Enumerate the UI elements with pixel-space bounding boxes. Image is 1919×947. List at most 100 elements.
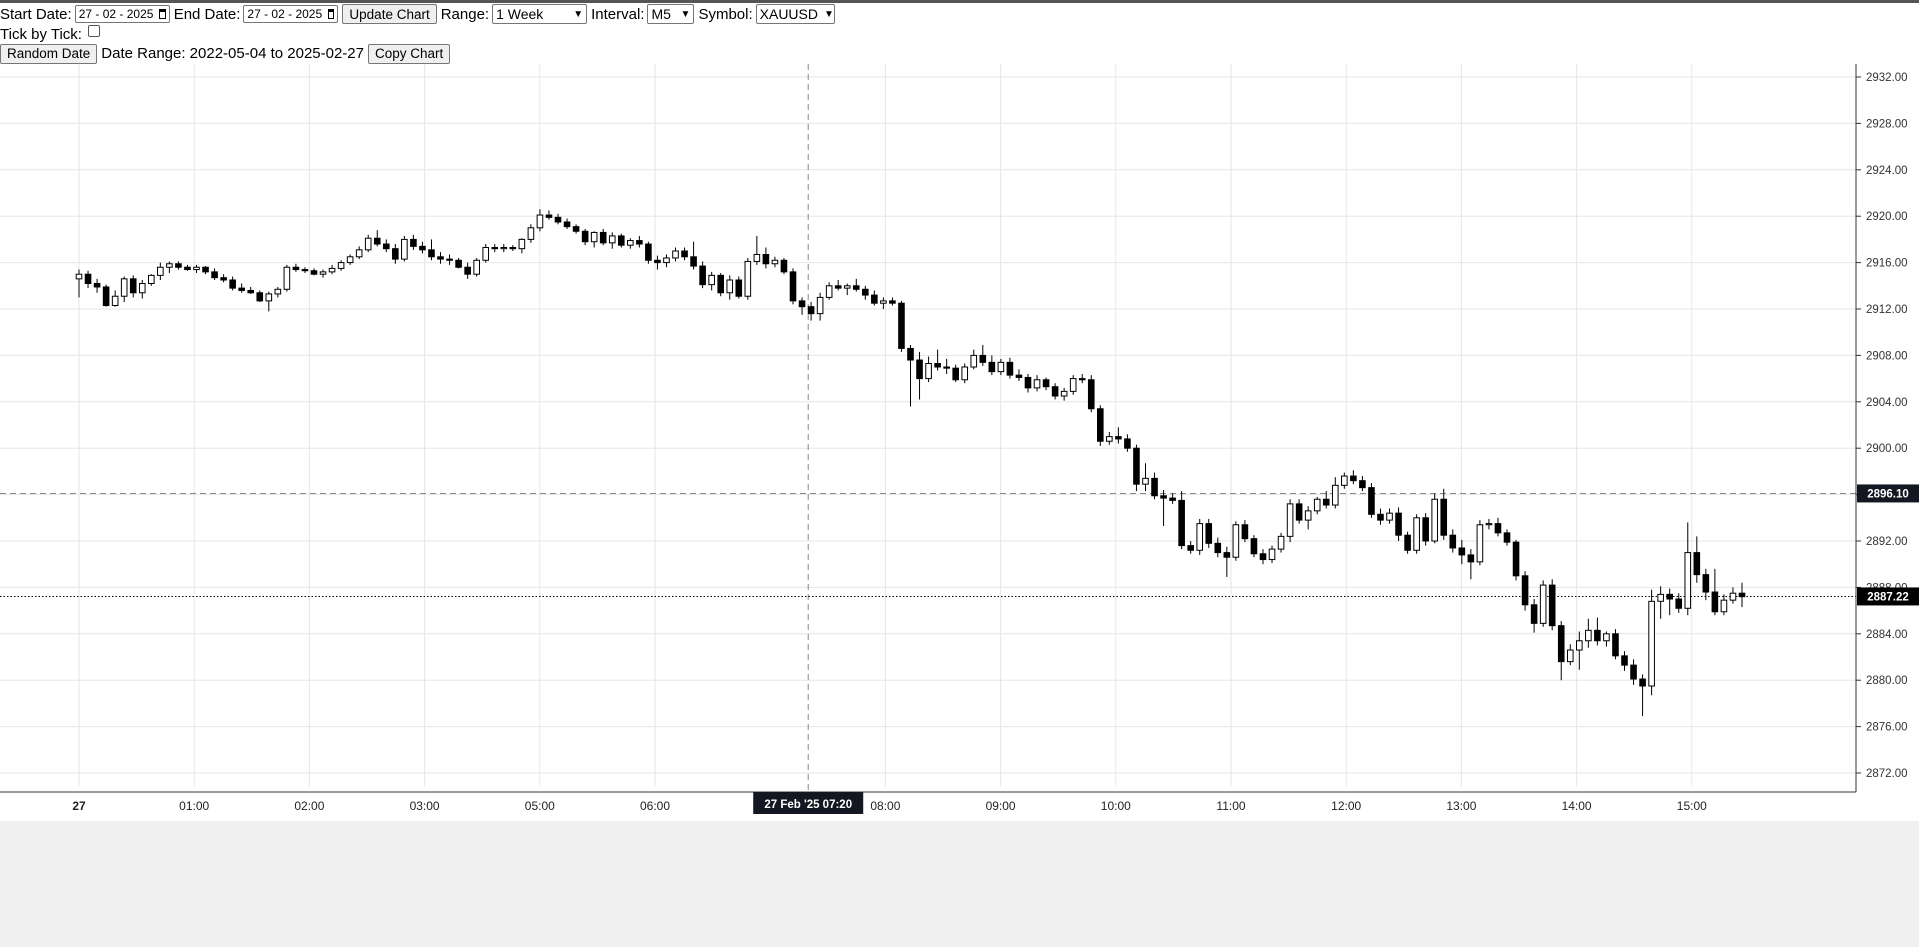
candle-body xyxy=(1503,532,1511,543)
candle-bearish xyxy=(175,261,182,270)
candle-body xyxy=(599,231,607,244)
candle-bullish xyxy=(274,286,282,298)
x-tick-label: 11:00 xyxy=(1216,799,1245,813)
candle-body xyxy=(943,366,950,369)
candle-bearish xyxy=(636,235,643,248)
candle-bearish xyxy=(717,273,725,297)
candle-bearish xyxy=(1548,579,1556,631)
interval-select[interactable]: M5 ▼ xyxy=(647,4,695,24)
candle-body xyxy=(482,247,490,261)
candle-body xyxy=(1738,592,1746,598)
chevron-down-icon: ▼ xyxy=(680,8,691,20)
candle-body xyxy=(608,235,616,244)
candle-body xyxy=(1205,523,1213,544)
candle-body xyxy=(437,256,444,260)
y-tick-label: 2884.00 xyxy=(1866,629,1908,641)
y-tick-label: 2904.00 xyxy=(1866,397,1908,409)
candle-body xyxy=(880,300,887,304)
candle-body xyxy=(753,253,761,262)
candle-bullish xyxy=(726,275,734,300)
candle-bearish xyxy=(428,239,435,261)
candle-body xyxy=(590,231,598,243)
candle-body xyxy=(1078,378,1086,381)
candle-bearish xyxy=(1630,659,1637,685)
x-tick-label: 06:00 xyxy=(640,799,670,813)
candle-bearish xyxy=(907,344,914,407)
x-tick-label: 05:00 xyxy=(525,799,555,813)
candle-bearish xyxy=(1621,651,1628,671)
candle-body xyxy=(1630,664,1637,680)
y-tick-label: 2876.00 xyxy=(1866,722,1908,734)
candle-body xyxy=(1286,503,1294,537)
candle-body xyxy=(265,293,273,302)
copy-chart-button[interactable]: Copy Chart xyxy=(368,43,451,64)
candle-body xyxy=(699,265,706,286)
candle-bearish xyxy=(1675,593,1683,613)
candle-body xyxy=(545,214,553,218)
candle-bearish xyxy=(310,268,318,276)
candle-bearish xyxy=(1042,377,1050,391)
x-tick-label: 01:00 xyxy=(179,799,209,813)
last-price-label-bg xyxy=(1857,587,1919,606)
end-date-label: End Date: xyxy=(173,5,241,23)
candle-body xyxy=(572,226,580,232)
candle-body xyxy=(708,274,715,286)
candle-body xyxy=(1494,523,1502,534)
candle-body xyxy=(1223,552,1231,558)
candle-bearish xyxy=(572,224,580,234)
candle-bearish xyxy=(1015,369,1023,381)
end-date-input[interactable]: 27 - 02 - 2025 xyxy=(243,5,339,23)
y-tick-label: 2916.00 xyxy=(1866,258,1908,270)
symbol-select[interactable]: XAUUSD ▼ xyxy=(755,4,835,24)
random-date-button[interactable]: Random Date xyxy=(0,43,98,64)
candle-body xyxy=(1350,475,1357,482)
candle-bearish xyxy=(1124,434,1131,452)
candle-bullish xyxy=(337,260,345,271)
candle-bearish xyxy=(934,349,941,371)
tick-by-tick-checkbox[interactable] xyxy=(87,25,100,37)
candle-body xyxy=(1404,534,1411,551)
candle-body xyxy=(120,278,128,297)
candle-body xyxy=(789,271,797,302)
candle-body xyxy=(744,260,752,297)
candle-bearish xyxy=(1440,488,1448,540)
candle-body xyxy=(934,363,941,368)
candle-bearish xyxy=(292,263,300,272)
candle-bearish xyxy=(1521,571,1529,611)
chart-canvas[interactable]: 2932.00 2928.00 2924.00 2920.00 2916.00 2912.… xyxy=(0,64,1919,821)
candle-body xyxy=(654,259,661,264)
crosshair-layer xyxy=(0,64,1856,792)
candle-body xyxy=(1304,510,1312,521)
candle-body xyxy=(1060,390,1068,397)
candle-bullish xyxy=(1331,477,1339,509)
update-chart-button[interactable]: Update Chart xyxy=(342,4,437,24)
range-select[interactable]: 1 Week ▼ xyxy=(492,4,588,24)
candle-bearish xyxy=(1259,549,1267,565)
candle-bearish xyxy=(1395,507,1402,541)
candle-body xyxy=(1603,633,1610,642)
candle-bearish xyxy=(1087,375,1095,413)
candle-body xyxy=(916,359,923,380)
candle-bearish xyxy=(1250,535,1258,558)
candle-bullish xyxy=(627,238,634,249)
candle-body xyxy=(672,250,679,259)
candle-bullish xyxy=(1069,375,1077,395)
candle-body xyxy=(1178,499,1185,547)
candlestick-chart[interactable]: 2932.00 2928.00 2924.00 2920.00 2916.00 2912.… xyxy=(0,64,1919,821)
interval-label: Interval: xyxy=(591,5,645,23)
candle-body xyxy=(346,256,354,264)
candle-bullish xyxy=(193,264,200,274)
candle-body xyxy=(373,237,381,245)
candle-bearish xyxy=(410,234,417,250)
candle-bearish xyxy=(563,218,571,229)
calendar-icon[interactable] xyxy=(328,9,335,19)
candle-bearish xyxy=(1115,427,1122,444)
candle-bullish xyxy=(672,247,679,262)
start-date-input[interactable]: 27 - 02 - 2025 xyxy=(74,5,170,23)
candle-bearish xyxy=(1422,513,1429,546)
range-row: Random Date Date Range: 2022-05-04 to 20… xyxy=(0,43,454,64)
calendar-icon[interactable] xyxy=(159,9,166,19)
candle-bullish xyxy=(663,254,670,268)
candle-bullish xyxy=(590,231,598,248)
candle-body xyxy=(1241,524,1249,540)
